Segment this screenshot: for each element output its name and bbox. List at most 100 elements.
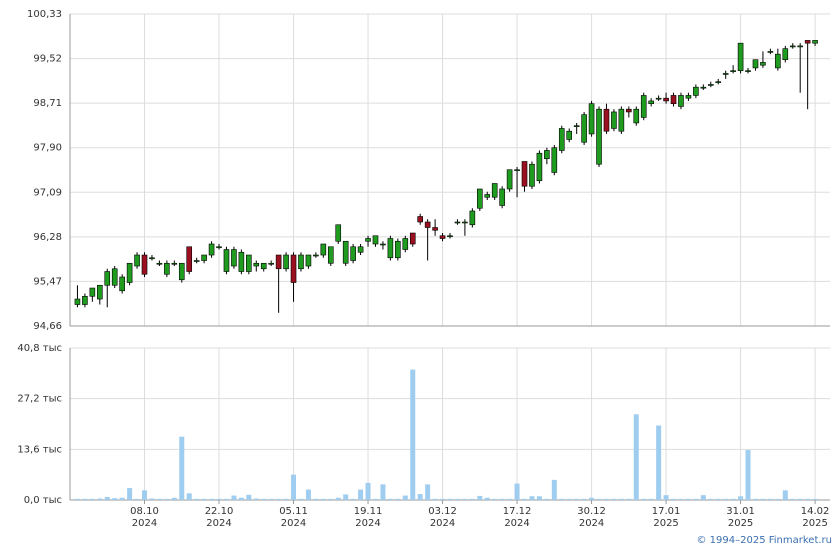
volume-bar [179,436,185,500]
candle-body [141,254,148,275]
x-tick-label: 08.10 2024 [130,506,159,529]
candle-body [782,48,789,60]
y-tick-label: 99,52 [33,54,62,65]
volume-bar [74,498,80,500]
y-tick-label: 98,71 [33,98,62,109]
candle-body [424,221,431,228]
volume-bar [97,498,103,500]
candle-body [789,45,796,48]
y-tick-label: 96,28 [33,232,62,243]
x-tick-label: 17.12 2024 [502,506,532,529]
candle-body [439,235,446,239]
candle-body [156,262,163,265]
x-tick-label: 03.12 2024 [428,506,457,529]
x-tick-label: 31.01 2025 [726,506,755,529]
candle-body [320,243,327,256]
candle-body [268,262,274,265]
candle-body [253,262,260,267]
volume-bar [671,498,677,500]
volume-bar [656,425,662,500]
volume-bar [313,498,319,500]
volume-bar [350,498,356,500]
x-tick-label: 30.12 2024 [577,506,606,529]
x-tick-label: 19.11 2024 [353,506,383,529]
volume-bar [693,498,699,500]
volume-bar [305,489,311,500]
candle-body [752,59,759,69]
candle-body [477,188,483,209]
candle-body [670,95,677,104]
volume-bar [797,498,803,500]
volume-bar [358,489,364,500]
candle-body [231,249,237,267]
volume-bar [417,494,423,500]
volume-bar [410,369,416,500]
candle-body [730,70,736,72]
candle-body [327,246,334,264]
candle-body [149,257,155,260]
candle-body [417,216,423,223]
candle-body [260,262,267,270]
volume-bar [723,498,729,500]
x-tick-label: 17.01 2025 [651,506,681,529]
candle-body [201,254,207,261]
x-tick-label: 22.10 2024 [204,506,234,529]
candle-body [484,194,491,198]
candle-body [193,260,200,262]
volume-bar [499,498,505,500]
volume-bar [171,497,177,500]
volume-bar [648,498,654,500]
candle-body [111,268,118,286]
volume-bar [589,497,595,500]
candle-body [581,114,587,143]
volume-bar [462,498,468,500]
candle-body [715,81,722,83]
candle-body [298,254,304,270]
volume-bar [82,498,88,500]
copyright-link[interactable]: © 1994–2025 Finmarket.ru [696,535,832,546]
candle-body [74,298,81,305]
volume-bar [112,498,118,500]
volume-bar [641,498,647,500]
volume-bar [372,498,378,500]
volume-bar [246,494,252,500]
volume-bar [812,498,818,500]
volume-bar [216,498,222,500]
candle-body [775,53,781,69]
volume-bar [402,495,408,500]
y-tick-label: 0,0 тыс [24,495,62,506]
candle-body [171,262,178,265]
candle-body [462,221,468,224]
volume-bar [298,498,304,500]
volume-bar [343,494,349,500]
volume-bar [663,495,669,500]
candle-body [573,125,580,128]
candle-body [454,221,461,224]
volume-bar [715,498,721,500]
volume-bar [194,498,200,500]
volume-bar [440,498,446,500]
volume-bar [156,498,162,500]
candle-body [164,262,170,275]
y-tick-label: 97,90 [33,143,62,154]
candle-body [722,73,729,75]
volume-bar [127,488,133,500]
volume-bar [730,498,736,500]
candle-body [134,254,140,267]
candle-body [290,254,297,283]
volume-bar [678,498,684,500]
candle-body [395,240,401,259]
candle-body [126,262,133,283]
candle-body [178,262,185,281]
y-tick-label: 94,66 [33,321,62,332]
candle-body [514,169,520,172]
candle-body [357,246,364,253]
candle-body [633,108,640,124]
candle-body [499,188,505,206]
candle-body [432,227,438,231]
volume-bar [633,414,639,500]
y-tick-label: 97,09 [33,187,62,198]
candle-body [372,235,379,245]
volume-bar [119,497,125,500]
